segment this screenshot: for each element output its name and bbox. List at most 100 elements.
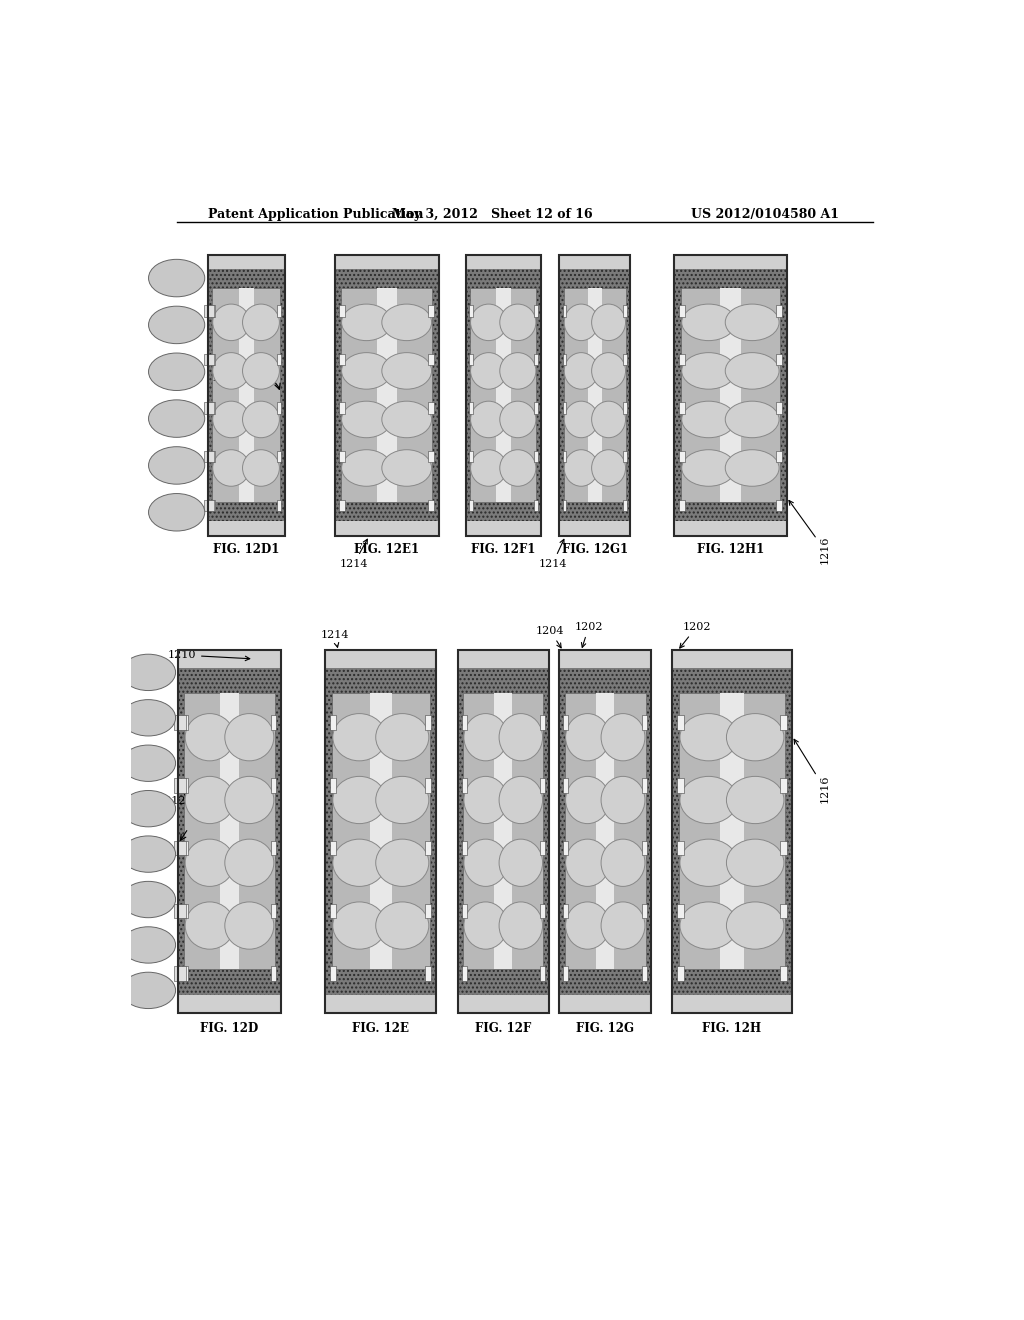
Bar [469,305,473,317]
Bar [675,256,785,269]
Ellipse shape [592,352,626,389]
Bar [428,403,434,413]
Text: FIG. 12E: FIG. 12E [352,1022,410,1035]
Bar [563,966,568,981]
Bar [331,904,336,919]
Text: FIG. 12D1: FIG. 12D1 [213,544,280,557]
Text: FIG. 12D: FIG. 12D [200,1022,258,1035]
Bar [179,651,280,668]
Ellipse shape [464,840,508,887]
Bar [776,305,781,317]
Bar [672,649,792,1014]
Bar [326,651,435,668]
Ellipse shape [680,840,737,887]
Bar [679,305,685,317]
Ellipse shape [565,902,609,949]
Bar [183,966,188,981]
Bar [559,255,631,536]
Ellipse shape [342,352,391,389]
Bar [563,715,568,730]
Bar [496,288,511,502]
Ellipse shape [464,776,508,824]
Ellipse shape [342,304,391,341]
Bar [776,451,781,462]
Ellipse shape [564,304,598,341]
Bar [534,451,538,462]
Ellipse shape [148,352,205,391]
Ellipse shape [726,840,784,887]
Ellipse shape [333,902,386,949]
Ellipse shape [471,450,507,486]
Bar [466,255,541,536]
Bar [211,499,215,511]
Bar [534,403,538,413]
Ellipse shape [725,450,779,486]
Bar [560,995,650,1012]
Ellipse shape [225,840,273,887]
Text: 1210: 1210 [168,649,250,661]
Bar [562,305,566,317]
Bar [624,354,627,366]
Ellipse shape [382,450,431,486]
Bar [540,777,545,792]
Ellipse shape [342,401,391,438]
Bar [278,499,282,511]
Bar [624,451,627,462]
Bar [681,288,780,502]
Bar [679,693,784,969]
Bar [339,403,345,413]
Bar [540,966,545,981]
Ellipse shape [682,450,735,486]
Bar [426,904,431,919]
Bar [205,403,214,413]
Bar [540,904,545,919]
Ellipse shape [500,304,536,341]
Bar [208,256,284,269]
Text: 1214: 1214 [321,630,349,647]
Bar [677,841,683,855]
Bar [370,693,391,969]
Bar [428,354,434,366]
Ellipse shape [225,776,273,824]
Bar [211,403,215,413]
Bar [562,499,566,511]
Bar [469,451,473,462]
Bar [780,966,786,981]
Ellipse shape [333,840,386,887]
Bar [205,451,214,462]
Bar [624,499,627,511]
Ellipse shape [121,973,175,1008]
Bar [270,904,276,919]
Ellipse shape [564,352,598,389]
Ellipse shape [148,446,205,484]
Bar [208,521,284,535]
Bar [179,995,280,1012]
Ellipse shape [680,714,737,760]
Bar [174,841,186,855]
Bar [426,966,431,981]
Ellipse shape [121,744,175,781]
Bar [331,715,336,730]
Bar [205,499,214,511]
Bar [426,841,431,855]
Ellipse shape [499,714,543,760]
Bar [459,995,548,1012]
Bar [278,354,282,366]
Ellipse shape [464,714,508,760]
Bar [270,777,276,792]
Bar [673,995,792,1012]
Ellipse shape [382,352,431,389]
Bar [562,403,566,413]
Ellipse shape [682,352,735,389]
Ellipse shape [500,352,536,389]
Ellipse shape [148,259,205,297]
Bar [559,649,651,1014]
Bar [462,904,467,919]
Ellipse shape [225,714,273,760]
Ellipse shape [121,791,175,826]
Bar [335,255,438,536]
Bar [563,288,626,502]
Bar [336,256,438,269]
Ellipse shape [121,927,175,964]
Text: FIG. 12G: FIG. 12G [575,1022,634,1035]
